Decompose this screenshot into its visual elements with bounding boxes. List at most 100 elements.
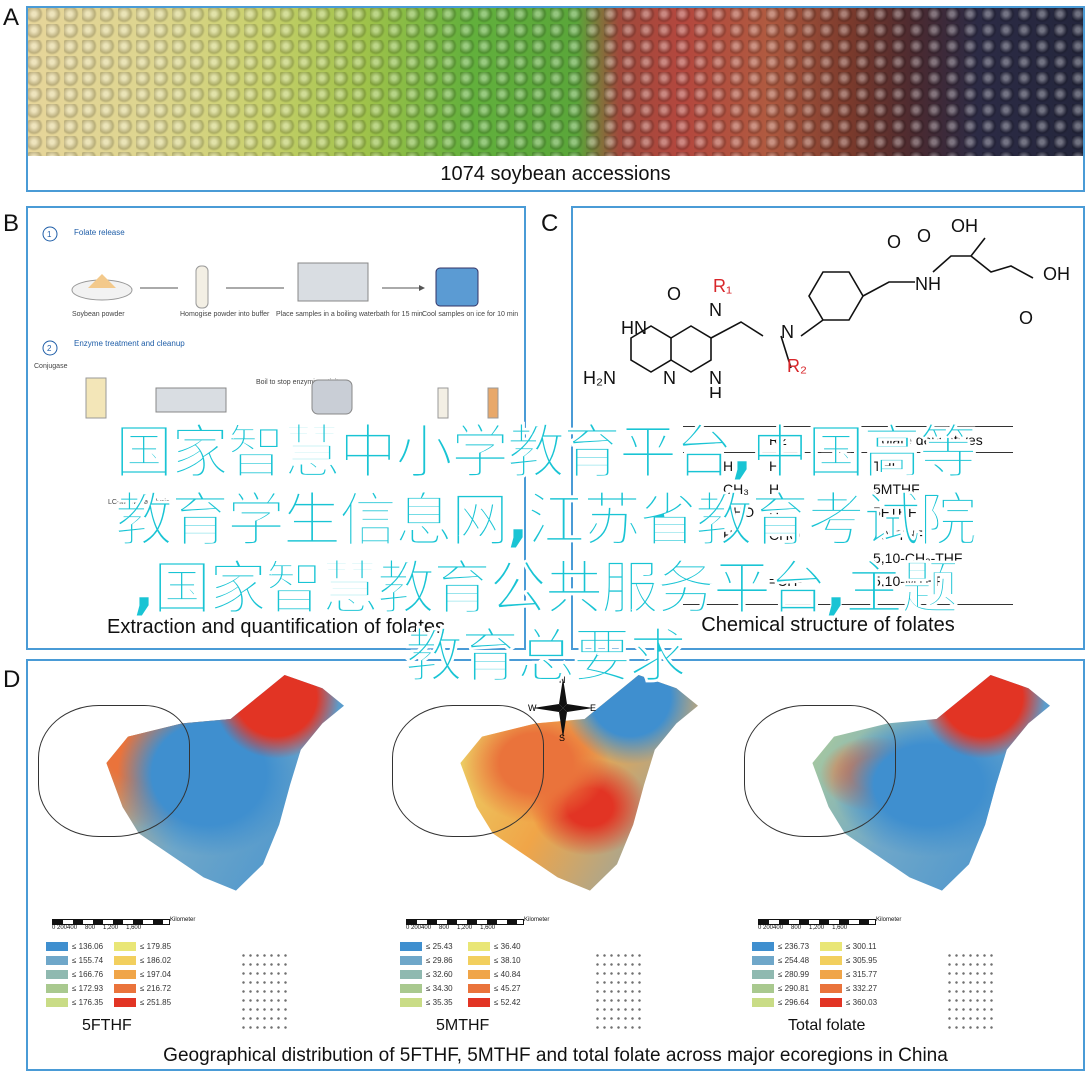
map-scale-bar [406, 919, 524, 925]
legend-swatch [114, 955, 136, 965]
svg-text:N: N [709, 300, 722, 320]
legend-label: ≤ 36.40 [494, 941, 521, 951]
svg-text:NH: NH [915, 274, 941, 294]
overlay-line-4: 教育总要求 [404, 622, 687, 691]
legend-label: ≤ 251.85 [140, 997, 172, 1007]
scale-label: 800 [439, 925, 450, 931]
panel-a: 1074 soybean accessions [26, 6, 1085, 192]
svg-text:LC-MS/MS analysis: LC-MS/MS analysis [108, 499, 170, 506]
panel-a-letter: A [3, 4, 20, 31]
west-region-outline [38, 705, 190, 837]
legend-swatch [820, 955, 842, 965]
legend-swatch [752, 941, 774, 951]
svg-text:Boil to stop enzymic activity: Boil to stop enzymic activity [256, 379, 342, 386]
legend-label: ≤ 300.11 [846, 941, 877, 951]
scale-label: 0 200400 [758, 925, 784, 931]
legend-swatch [114, 983, 136, 993]
map-legend: ≤ 236.73 ≤ 254.48 ≤ 280.99 ≤ 290.81 ≤ 296.64… [752, 939, 888, 1009]
table-cell: 5,10-CH₂-THF [873, 550, 963, 566]
legend-swatch [752, 955, 774, 965]
panel-b: 1 Folate release Soybean powder Homogise… [26, 206, 526, 650]
scale-unit: Kilometer [170, 917, 196, 923]
legend-label: ≤ 35.35 [426, 997, 453, 1007]
svg-text:W: W [528, 703, 537, 713]
legend-swatch [468, 997, 490, 1007]
cooling-bucket [435, 267, 479, 307]
svg-text:O: O [667, 284, 681, 304]
map-title: Total folate [788, 1017, 866, 1034]
buffer-tube [195, 265, 209, 309]
legend-label: ≤ 197.04 [140, 969, 172, 979]
west-region-outline [392, 705, 544, 837]
scale-label: 1,200 [103, 925, 119, 931]
panel-c-letter: C [541, 210, 559, 237]
legend-label: ≤ 172.93 [72, 983, 104, 993]
scale-label: 1,600 [126, 925, 142, 931]
scale-label: 0 200400 [52, 925, 78, 931]
legend-label: ≤ 315.77 [846, 969, 878, 979]
svg-text:N: N [709, 368, 722, 388]
scale-label: 800 [791, 925, 802, 931]
overlay-line-3: ,国家智慧教育公共服务平台,主题 [132, 554, 959, 623]
svg-text:O: O [1019, 308, 1033, 328]
south-china-sea-islands [594, 951, 644, 1031]
legend-label: ≤ 360.03 [846, 997, 878, 1007]
table-cell: THF [873, 458, 901, 474]
svg-text:Place samples in a boiling wat: Place samples in a boiling waterbath for… [276, 311, 423, 318]
svg-text:O: O [887, 232, 901, 252]
west-region-outline [744, 705, 896, 837]
scale-unit: Kilometer [876, 917, 902, 923]
legend-label: ≤ 25.43 [426, 941, 453, 951]
legend-swatch [820, 969, 842, 979]
legend-swatch [46, 983, 68, 993]
panel-b-letter: B [3, 210, 20, 237]
legend-swatch [752, 969, 774, 979]
table-cell: 10FTHF [873, 527, 925, 543]
svg-text:2: 2 [47, 344, 52, 353]
legend-swatch [46, 941, 68, 951]
svg-text:HN: HN [621, 318, 647, 338]
legend-swatch [46, 969, 68, 979]
legend-swatch [400, 983, 422, 993]
svg-text:Homogise powder into buffer: Homogise powder into buffer [180, 311, 270, 318]
svg-text:R₁: R₁ [713, 276, 732, 296]
south-china-sea-islands [240, 951, 290, 1031]
legend-swatch [46, 997, 68, 1007]
legend-swatch [820, 983, 842, 993]
table-cell: 5MTHF [873, 481, 920, 497]
panel-c-caption: Chemical structure of folates [701, 614, 955, 636]
scale-label: 1,200 [457, 925, 473, 931]
overlay-line-1: 国家智慧中小学教育平台,中国高等 [114, 418, 977, 487]
table-cell: 5,10-MTHF [873, 573, 944, 589]
step2-badge [42, 340, 58, 356]
panel-d-caption: Geographical distribution of 5FTHF, 5MTH… [163, 1045, 948, 1066]
legend-label: ≤ 186.02 [140, 955, 172, 965]
svg-text:R₂: R₂ [787, 356, 807, 376]
table-cell: =CH- [769, 573, 803, 589]
map-scale-bar [52, 919, 170, 925]
scale-unit: Kilometer [524, 917, 550, 923]
folate-extraction-workflow: 1 Folate release Soybean powder Homogise… [34, 226, 518, 506]
scale-label: 0 200400 [406, 925, 432, 931]
legend-swatch [400, 941, 422, 951]
scale-label: 1,200 [809, 925, 825, 931]
table-cell: CHO [723, 504, 755, 520]
panel-b-caption: Extraction and quantification of folates [107, 616, 445, 638]
svg-text:H: H [709, 384, 722, 398]
svg-text:O: O [917, 226, 931, 246]
step1-badge [42, 226, 58, 242]
svg-text:Cool samples on ice for 10 min: Cool samples on ice for 10 min [422, 311, 518, 318]
legend-swatch [468, 955, 490, 965]
svg-text:OH: OH [1043, 264, 1070, 284]
panel-a-caption: 1074 soybean accessions [440, 163, 671, 185]
svg-text:1: 1 [47, 230, 52, 239]
scale-label: 800 [85, 925, 96, 931]
south-china-sea-islands [946, 951, 996, 1031]
table-cell: H [769, 458, 780, 474]
panel-d-letter: D [3, 666, 21, 693]
legend-swatch [400, 955, 422, 965]
table-cell: 5FTHF [873, 504, 917, 520]
svg-text:N: N [559, 675, 566, 685]
legend-label: ≤ 280.99 [778, 969, 810, 979]
map-legend: ≤ 25.43 ≤ 29.86 ≤ 32.60 ≤ 34.30 ≤ 35.35 ≤ 36.… [400, 939, 536, 1009]
